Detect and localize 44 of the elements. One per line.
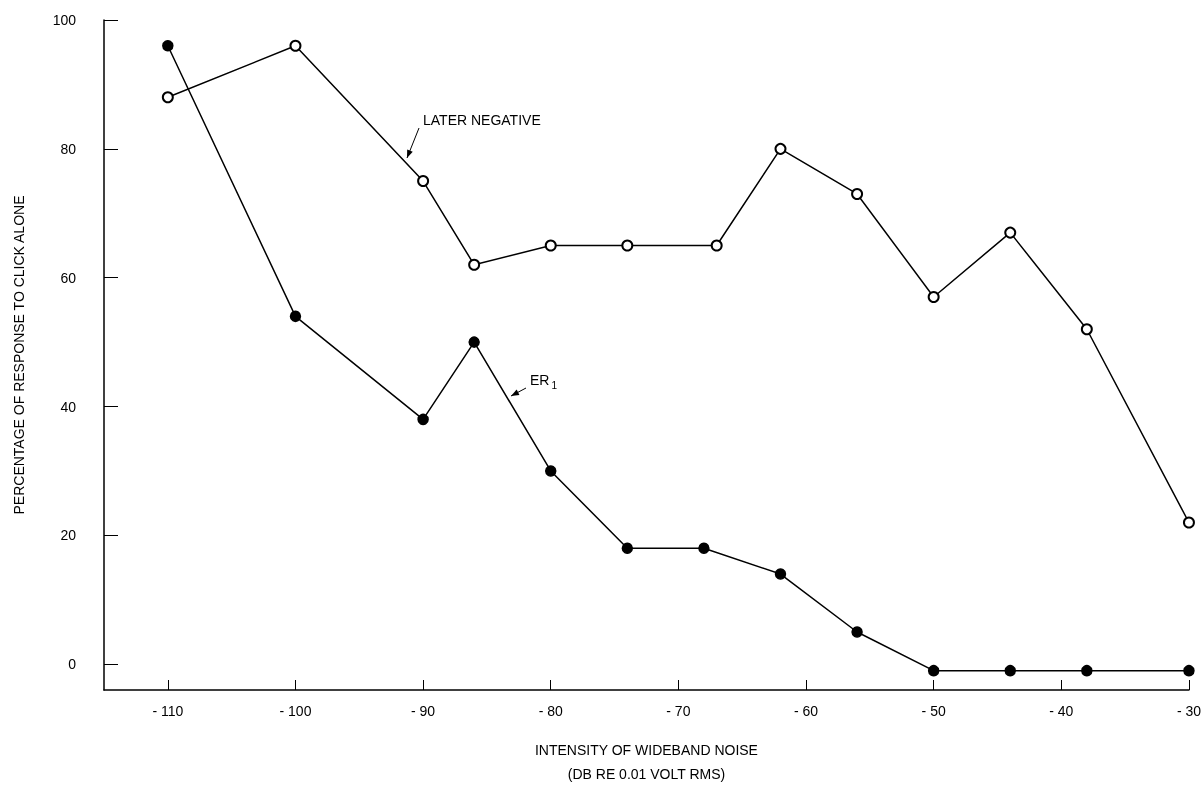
point bbox=[161, 91, 174, 104]
x-tick-label: - 70 bbox=[666, 703, 691, 719]
point bbox=[1004, 664, 1016, 677]
point bbox=[289, 39, 302, 52]
x-tick-label: - 30 bbox=[1176, 703, 1202, 719]
y-tick-label: 80 bbox=[60, 140, 77, 157]
point bbox=[1004, 226, 1017, 239]
point bbox=[621, 239, 634, 252]
y-axis-title: PERCENTAGE OF RESPONSE TO CLICK ALONE bbox=[11, 195, 27, 515]
x-tick-label: - 90 bbox=[411, 703, 436, 719]
point bbox=[774, 142, 787, 155]
x-tick-label: - 50 bbox=[921, 703, 946, 719]
point bbox=[417, 175, 430, 188]
x-tick-label: - 110 bbox=[152, 703, 184, 719]
point bbox=[851, 187, 864, 200]
point bbox=[417, 413, 429, 426]
y-tick-label: 60 bbox=[60, 269, 77, 286]
point bbox=[162, 40, 174, 52]
point bbox=[774, 568, 787, 580]
point bbox=[927, 291, 940, 304]
point bbox=[468, 336, 480, 348]
point bbox=[710, 239, 723, 252]
point bbox=[1182, 516, 1195, 529]
point bbox=[468, 258, 481, 271]
point bbox=[851, 626, 863, 638]
point bbox=[544, 239, 557, 252]
y-tick-label: 40 bbox=[60, 398, 77, 415]
x-tick-label: - 80 bbox=[538, 703, 564, 719]
point bbox=[1183, 664, 1195, 677]
point bbox=[1080, 323, 1093, 336]
point bbox=[289, 310, 302, 323]
point bbox=[1081, 664, 1093, 677]
text: LATER NEGATIVE bbox=[423, 112, 541, 128]
point bbox=[621, 542, 634, 555]
y-tick-label: 100 bbox=[52, 12, 77, 28]
x-axis-title: INTENSITY OF WIDEBAND NOISE (DB RE 0.01 VOLT RMS) bbox=[534, 742, 758, 782]
point bbox=[698, 542, 710, 555]
x-tick-label: - 40 bbox=[1049, 703, 1074, 719]
y-tick-label: 20 bbox=[60, 527, 77, 544]
y-tick-label: 0 bbox=[68, 656, 77, 673]
point bbox=[927, 664, 940, 677]
point bbox=[545, 465, 557, 477]
x-tick-label: - 60 bbox=[793, 703, 819, 719]
x-tick-label: - 100 bbox=[279, 703, 312, 719]
